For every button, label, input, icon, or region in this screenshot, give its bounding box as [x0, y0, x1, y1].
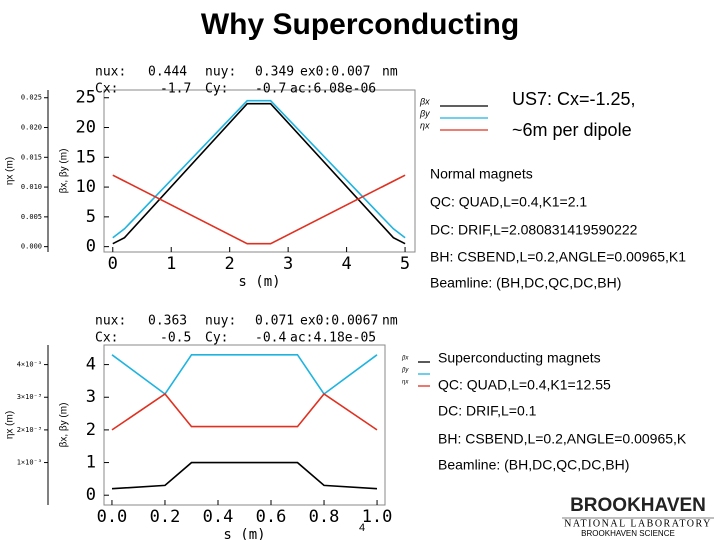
note: QC: QUAD,L=0.4,K1=2.1 [430, 194, 587, 210]
header-text: 0.444 [148, 65, 187, 80]
legend-label: βy [401, 368, 409, 374]
logo-text: BROOKHAVEN SCIENCE [581, 529, 675, 538]
y-axis-label: βx, βy (m) [59, 149, 70, 194]
x-axis-label: s (m) [223, 527, 265, 540]
header-text: nm [382, 65, 398, 80]
page-number: 4 [359, 522, 365, 534]
note: QC: QUAD,L=0.4,K1=12.55 [438, 377, 611, 393]
header-text: nuy: [205, 314, 236, 329]
y2-tick-label: 0.025 [21, 94, 42, 102]
note: Normal magnets [430, 166, 533, 182]
y2-tick-label: 0.005 [21, 213, 42, 221]
x-tick-label: 1.0 [362, 507, 393, 527]
header-text: 0.071 [255, 314, 294, 329]
x-tick-label: 0.4 [203, 507, 234, 527]
header-text: Cx: [95, 331, 118, 346]
x-axis-label: s (m) [238, 274, 280, 290]
series-line [111, 461, 378, 490]
note: BH: CSBEND,L=0.2,ANGLE=0.00965,K [438, 431, 687, 447]
note: US7: Cx=-1.25, [512, 89, 636, 109]
x-tick-label: 0.8 [309, 507, 340, 527]
plot-frame [103, 89, 416, 253]
y2-tick-label: 4×10⁻³ [17, 361, 42, 369]
y-tick-label: 10 [76, 177, 96, 197]
header-text: -0.5 [160, 331, 191, 346]
note: DC: DRIF,L=2.080831419590222 [430, 222, 638, 238]
header-text: -0.4 [255, 331, 286, 346]
note: Superconducting magnets [438, 350, 601, 366]
x-tick-label: 0.0 [97, 507, 128, 527]
y-tick-label: 2 [86, 420, 96, 440]
slide-title: Why Superconducting [201, 8, 519, 41]
x-tick-label: 0.2 [150, 507, 181, 527]
note: BH: CSBEND,L=0.2,ANGLE=0.00965,K1 [430, 249, 686, 265]
y-tick-label: 0 [86, 485, 96, 505]
header-text: Cx: [95, 82, 118, 97]
header-text: nm [382, 314, 398, 329]
x-tick-label: 3 [283, 254, 293, 274]
y-tick-label: 15 [76, 147, 96, 167]
y-tick-label: 3 [86, 387, 96, 407]
y-tick-label: 1 [86, 453, 96, 473]
x-tick-label: 1 [166, 254, 176, 274]
legend-label: ηx [420, 120, 430, 130]
y2-tick-label: 1×10⁻³ [17, 459, 42, 467]
header-text: nux: [95, 314, 126, 329]
series-line [112, 99, 406, 239]
note: Beamline: (BH,DC,QC,DC,BH) [430, 275, 621, 291]
header-text: ac:6.08e-06 [290, 82, 376, 97]
y-tick-label: 0 [86, 237, 96, 257]
y2-tick-label: 0.020 [21, 124, 42, 132]
header-text: -1.7 [160, 82, 191, 97]
y2-tick-label: 2×10⁻³ [17, 426, 42, 434]
x-tick-label: 5 [400, 254, 410, 274]
x-tick-label: 4 [341, 254, 351, 274]
y-axis-label: βx, βy (m) [59, 403, 70, 448]
header-text: -0.7 [255, 82, 286, 97]
x-tick-label: 0.6 [256, 507, 287, 527]
header-text: nuy: [205, 65, 236, 80]
legend-label: ηx [402, 380, 409, 386]
y-tick-label: 20 [76, 118, 96, 138]
y2-axis-label: ηx (m) [5, 157, 16, 185]
series-line [112, 102, 406, 245]
y2-tick-label: 0.000 [21, 243, 42, 251]
legend-label: βx [419, 96, 430, 106]
plot-frame [103, 344, 386, 506]
note: DC: DRIF,L=0.1 [438, 403, 537, 419]
series-line [111, 354, 378, 396]
y-tick-label: 25 [76, 88, 96, 108]
header-text: Cy: [205, 82, 228, 97]
header-text: nux: [95, 65, 126, 80]
note: Beamline: (BH,DC,QC,DC,BH) [438, 457, 629, 473]
y2-tick-label: 0.015 [21, 153, 42, 161]
y-tick-label: 4 [86, 355, 96, 375]
header-text: ac:4.18e-05 [290, 331, 376, 346]
legend-label: βx [401, 356, 409, 362]
header-text: Cy: [205, 331, 228, 346]
legend-label: βy [419, 108, 430, 118]
series-line [111, 392, 378, 431]
y2-axis-label: ηx (m) [5, 411, 16, 439]
y-tick-label: 5 [86, 207, 96, 227]
logo-text: BROOKHAVEN [570, 495, 706, 516]
x-tick-label: 0 [108, 254, 118, 274]
header-text: ex0:0.007 [300, 65, 370, 80]
header-text: ex0:0.0067 [300, 314, 378, 329]
y2-tick-label: 3×10⁻³ [17, 393, 42, 401]
header-text: 0.349 [255, 65, 294, 80]
logo-text: NATIONAL LABORATORY [564, 518, 712, 529]
note: ~6m per dipole [512, 120, 632, 140]
series-line [112, 174, 406, 245]
x-tick-label: 2 [225, 254, 235, 274]
header-text: 0.363 [148, 314, 187, 329]
y2-tick-label: 0.010 [21, 183, 42, 191]
